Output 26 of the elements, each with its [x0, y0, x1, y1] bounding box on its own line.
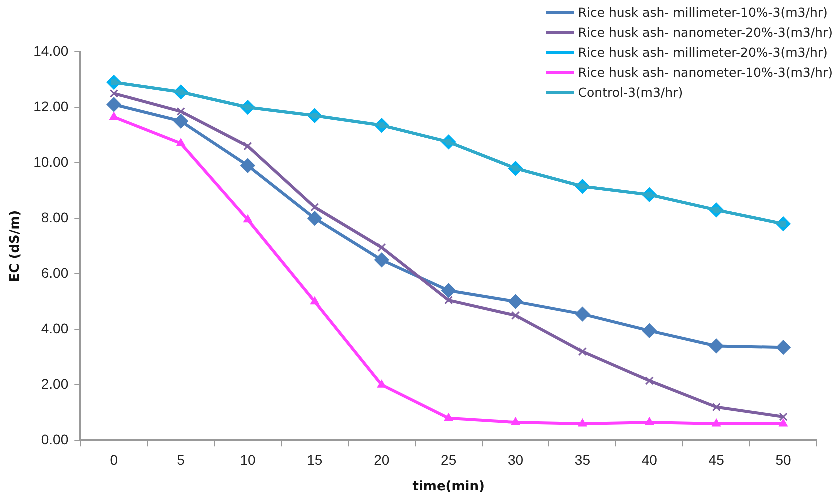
y-tick-label: 0.00	[41, 431, 69, 448]
x-tick-label: 45	[708, 452, 725, 468]
y-tick-label: 8.00	[41, 209, 69, 226]
x-tick-label: 50	[776, 452, 792, 468]
y-tick-label: 10.00	[34, 154, 69, 170]
x-tick-label: 25	[441, 452, 457, 468]
legend-label: Rice husk ash- nanometer-20%-3(m3/hr)	[578, 24, 833, 40]
y-tick-label: 2.00	[41, 376, 69, 392]
x-tick-label: 35	[574, 452, 591, 468]
y-axis-title: EC (dS/m)	[8, 210, 24, 282]
legend-label: Rice husk ash- millimeter-10%-3(m3/hr)	[578, 4, 828, 20]
y-tick-label: 14.00	[34, 42, 69, 59]
x-tick-label: 30	[508, 452, 524, 468]
x-tick-label: 0	[110, 452, 118, 468]
y-tick-label: 6.00	[41, 264, 69, 281]
y-tick-label: 12.00	[34, 98, 69, 114]
x-axis-title: time(min)	[412, 480, 485, 495]
x-tick-label: 15	[307, 452, 323, 468]
legend-label: Rice husk ash- millimeter-20%-3(m3/hr)	[578, 44, 828, 60]
x-tick-label: 20	[374, 452, 390, 468]
x-tick-label: 40	[642, 452, 658, 468]
y-tick-label: 4.00	[41, 320, 69, 336]
x-tick-label: 10	[240, 452, 256, 468]
legend-label: Rice husk ash- nanometer-10%-3(m3/hr)	[578, 64, 833, 80]
legend-label: Control-3(m3/hr)	[578, 84, 684, 100]
x-tick-label: 5	[177, 452, 186, 468]
